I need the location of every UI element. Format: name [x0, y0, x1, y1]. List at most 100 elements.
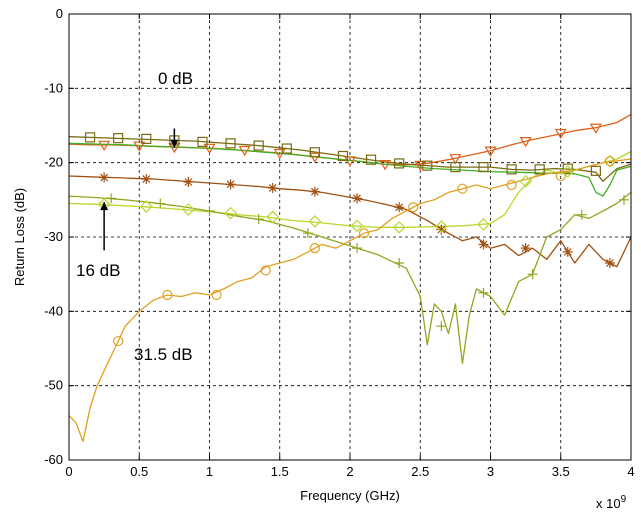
- series-5-marker: [478, 287, 489, 298]
- series-1-marker: [141, 133, 152, 144]
- series-0-marker: [238, 145, 251, 157]
- series-5-marker: [436, 321, 447, 332]
- y-tick-label: -10: [44, 80, 63, 95]
- series-6-marker: [162, 289, 173, 301]
- series-6-marker: [604, 156, 616, 167]
- series-4-marker: [266, 210, 280, 224]
- x-axis-label: Frequency (GHz): [300, 488, 400, 503]
- y-tick-label: -50: [44, 378, 63, 393]
- series-5-marker: [253, 214, 264, 225]
- series-0-marker: [589, 123, 602, 134]
- series-4-marker: [308, 215, 322, 228]
- series-3-marker: [309, 186, 320, 197]
- series-0-marker: [273, 148, 286, 160]
- series-6-marker: [408, 202, 419, 213]
- series-0-marker: [519, 137, 532, 148]
- series-5-marker: [576, 209, 587, 220]
- series-4-marker: [392, 220, 406, 234]
- series-0-marker: [133, 141, 146, 152]
- annotations: 0 dB 16 dB 31.5 dB: [76, 69, 193, 364]
- series-4-marker: [519, 174, 532, 188]
- series-4-marker: [350, 219, 364, 233]
- series-6-marker: [506, 179, 517, 191]
- series-5-marker: [204, 205, 215, 216]
- series-0-marker: [379, 160, 392, 171]
- series-line-1: [68, 136, 632, 182]
- series-3-marker: [352, 193, 363, 204]
- series-6-marker: [457, 183, 468, 194]
- series-line-5: [68, 191, 632, 365]
- series-5-marker: [618, 194, 629, 205]
- series-1-marker: [337, 150, 349, 162]
- series-3-marker: [99, 172, 110, 183]
- x-tick-label: 2.5: [411, 464, 429, 479]
- series-1-marker: [506, 164, 517, 175]
- series-4-marker: [182, 203, 195, 216]
- x-tick-label: 1.5: [271, 464, 289, 479]
- series-1-marker: [365, 154, 377, 165]
- grid: [69, 14, 631, 460]
- series-0-marker: [554, 128, 567, 140]
- annotation-16db: 16 dB: [76, 261, 120, 280]
- series-1-marker: [225, 138, 236, 149]
- series-6-marker: [211, 289, 222, 301]
- series-6-marker: [113, 335, 124, 347]
- series-5-marker: [155, 198, 166, 209]
- series-4-marker: [434, 220, 448, 233]
- markers-layer: [84, 123, 629, 347]
- series-1-marker: [450, 162, 461, 173]
- axis-ticks: 0 0.5 1 1.5 2 2.5 3 3.5 4 0 -10 -20 -30 -40 -50 -60: [44, 6, 634, 479]
- series-4-marker: [224, 206, 237, 220]
- series-1-marker: [309, 147, 320, 158]
- y-tick-label: -30: [44, 229, 63, 244]
- series-5-marker: [302, 228, 313, 239]
- series-3-marker: [225, 179, 236, 190]
- y-axis-label: Return Loss (dB): [12, 188, 27, 286]
- series-0-marker: [343, 156, 357, 167]
- series-5-marker: [106, 193, 117, 204]
- series-0-marker: [203, 143, 216, 154]
- series-1-marker: [562, 163, 573, 174]
- series-3-marker: [183, 176, 194, 187]
- annotation-0db: 0 dB: [158, 69, 193, 88]
- series-6-marker: [358, 228, 370, 239]
- series-5-marker: [394, 258, 405, 269]
- x-tick-label: 0.5: [130, 464, 148, 479]
- series-1-marker: [478, 162, 489, 173]
- x-tick-label: 0: [65, 464, 72, 479]
- annotation-arrows: [100, 128, 179, 251]
- series-5-marker: [527, 269, 538, 280]
- series-0-marker: [98, 140, 111, 152]
- series-3-marker: [267, 182, 278, 193]
- series-1-marker: [84, 132, 96, 143]
- series-line-2: [68, 142, 632, 197]
- series-0-marker: [449, 154, 462, 165]
- series-3-marker: [604, 258, 615, 269]
- series-4-marker: [139, 200, 153, 213]
- annotation-31-5db: 31.5 dB: [134, 345, 193, 364]
- series-3-marker: [562, 246, 573, 257]
- x-tick-label: 2: [346, 464, 353, 479]
- series-3-marker: [478, 239, 489, 250]
- series-6-marker: [309, 243, 320, 254]
- series-0-marker: [308, 152, 321, 163]
- arrow-head-1: [100, 202, 109, 211]
- series-1-marker: [422, 160, 433, 171]
- series-6-marker: [555, 170, 566, 182]
- series-3-marker: [394, 202, 405, 213]
- series-1-marker: [113, 133, 124, 144]
- series-3-marker: [520, 243, 531, 254]
- series-3-marker: [436, 224, 447, 235]
- series-1-marker: [281, 143, 292, 154]
- series-1-marker: [590, 165, 601, 176]
- x-tick-label: 3.5: [552, 464, 570, 479]
- series-5-marker: [352, 243, 363, 254]
- x-tick-label: 1: [206, 464, 213, 479]
- y-tick-label: 0: [56, 6, 63, 21]
- series-6-marker: [260, 265, 271, 276]
- x-axis-multiplier: x 109: [596, 494, 627, 511]
- series-3-marker: [141, 174, 152, 185]
- x-tick-label: 4: [627, 464, 634, 479]
- x-tick-label: 3: [487, 464, 494, 479]
